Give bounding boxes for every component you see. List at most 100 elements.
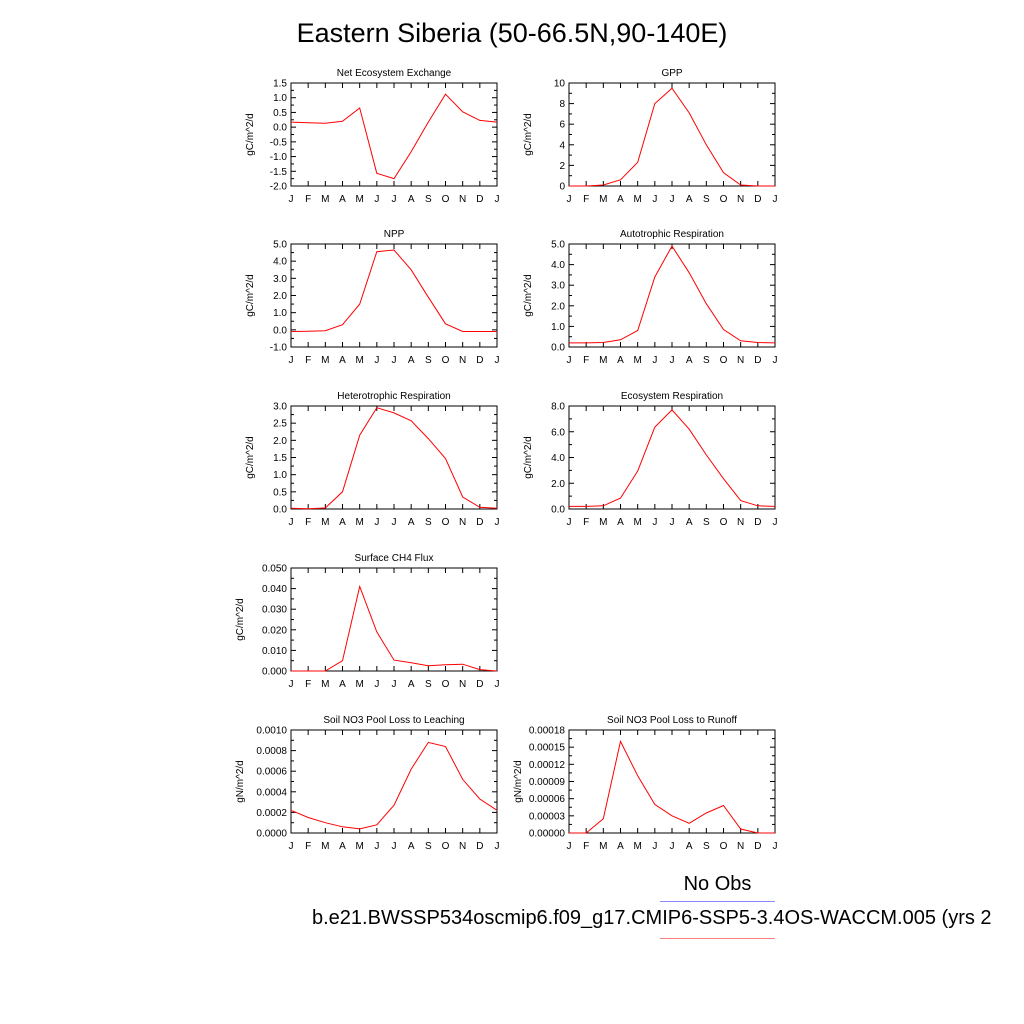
page-title: Eastern Siberia (50-66.5N,90-140E) — [296, 18, 728, 48]
x-tick-label: A — [408, 679, 415, 690]
y-axis-label: gC/m^2/d — [523, 436, 534, 479]
x-tick-label: F — [305, 194, 311, 205]
x-tick-label: J — [652, 355, 657, 366]
x-tick-label: J — [652, 841, 657, 852]
y-tick-label: 8 — [559, 99, 565, 110]
y-tick-label: 0.5 — [273, 487, 287, 498]
x-tick-label: A — [617, 841, 624, 852]
x-tick-label: M — [633, 194, 641, 205]
y-tick-label: 0.0 — [273, 123, 287, 134]
y-tick-label: 1.5 — [273, 79, 287, 90]
y-tick-label: 0.00006 — [529, 794, 566, 805]
y-tick-label: 5.0 — [551, 240, 565, 251]
chart-panel-group: Soil NO3 Pool Loss to Leaching gN/m^2/d 0.… — [235, 715, 500, 852]
x-tick-label: D — [754, 355, 761, 366]
x-tick-label: J — [392, 194, 397, 205]
y-tick-label: 0.00012 — [529, 760, 566, 771]
x-tick-label: F — [305, 517, 311, 528]
series-line — [569, 739, 775, 834]
x-tick-label: A — [408, 517, 415, 528]
y-tick-label: 1.0 — [273, 308, 287, 319]
x-tick-label: A — [339, 517, 346, 528]
x-tick-label: F — [305, 679, 311, 690]
x-tick-label: A — [686, 355, 693, 366]
x-tick-label: J — [652, 517, 657, 528]
x-tick-label: A — [408, 355, 415, 366]
x-tick-label: J — [392, 355, 397, 366]
y-axis-label: gC/m^2/d — [245, 436, 256, 479]
y-tick-label: 0.0 — [273, 505, 287, 516]
chart-panel-group: Net Ecosystem Exchange gC/m^2/d 1.5 1.0 0.5 0… — [245, 68, 500, 205]
x-tick-label: S — [703, 517, 710, 528]
y-axis-label: gC/m^2/d — [523, 274, 534, 317]
y-tick-label: 0.0002 — [256, 808, 287, 819]
x-tick-label: A — [686, 517, 693, 528]
x-tick-label: D — [476, 841, 483, 852]
plot-frame — [568, 729, 776, 834]
y-tick-label: 0.00000 — [529, 829, 566, 840]
y-tick-label: 4.0 — [273, 257, 287, 268]
x-tick-label: M — [599, 355, 607, 366]
chart-panel-group: Heterotrophic Respiration gC/m^2/d 3.0 2.5 2… — [245, 391, 500, 528]
x-tick-label: A — [339, 841, 346, 852]
y-axis-label: gN/m^2/d — [513, 760, 524, 803]
x-tick-label: F — [583, 517, 589, 528]
x-tick-label: S — [425, 679, 432, 690]
y-tick-label: 2.5 — [273, 419, 287, 430]
x-tick-label: J — [670, 841, 675, 852]
series-line — [290, 741, 498, 830]
x-tick-label: N — [737, 517, 744, 528]
x-tick-label: O — [442, 517, 450, 528]
y-tick-label: 0.020 — [262, 625, 287, 636]
y-axis-label: gC/m^2/d — [235, 598, 246, 641]
panel-title: Ecosystem Respiration — [621, 391, 723, 402]
panel-title: Net Ecosystem Exchange — [337, 68, 452, 79]
series-line — [290, 93, 498, 180]
x-tick-label: J — [374, 194, 379, 205]
x-tick-label: S — [703, 355, 710, 366]
x-tick-label: F — [305, 841, 311, 852]
panel-title: Autotrophic Respiration — [620, 229, 724, 240]
y-tick-label: 0.00018 — [529, 726, 566, 737]
y-tick-label: 0.00003 — [529, 811, 566, 822]
y-tick-label: 1.0 — [273, 93, 287, 104]
chart-panel-group: Autotrophic Respiration gC/m^2/d 5.0 4.0 3.0… — [523, 229, 778, 366]
x-tick-label: J — [495, 355, 500, 366]
x-tick-label: M — [321, 355, 329, 366]
legend-model-line — [660, 938, 775, 939]
x-tick-label: M — [599, 194, 607, 205]
y-tick-label: 2.0 — [273, 291, 287, 302]
y-tick-label: 0.0008 — [256, 746, 287, 757]
legend-obs-line — [660, 901, 775, 902]
y-tick-label: 0.00009 — [529, 777, 566, 788]
x-tick-label: F — [305, 355, 311, 366]
x-tick-label: M — [355, 679, 363, 690]
x-tick-label: A — [339, 355, 346, 366]
x-tick-label: J — [495, 679, 500, 690]
x-tick-label: D — [476, 679, 483, 690]
x-tick-label: O — [442, 355, 450, 366]
y-tick-label: 3.0 — [273, 402, 287, 413]
chart-panel-group: Ecosystem Respiration gC/m^2/d 8.0 6.0 4.0 2.… — [523, 391, 778, 528]
x-tick-label: N — [459, 355, 466, 366]
x-tick-label: J — [495, 517, 500, 528]
x-tick-label: N — [459, 517, 466, 528]
x-tick-label: A — [686, 194, 693, 205]
x-tick-label: N — [459, 841, 466, 852]
y-tick-label: 2.0 — [273, 436, 287, 447]
y-tick-label: -1.5 — [270, 167, 288, 178]
x-tick-label: J — [495, 194, 500, 205]
x-tick-label: A — [617, 194, 624, 205]
x-tick-label: J — [567, 194, 572, 205]
x-tick-label: A — [617, 355, 624, 366]
x-tick-label: O — [442, 841, 450, 852]
y-tick-label: -0.5 — [270, 137, 288, 148]
x-tick-label: F — [583, 841, 589, 852]
